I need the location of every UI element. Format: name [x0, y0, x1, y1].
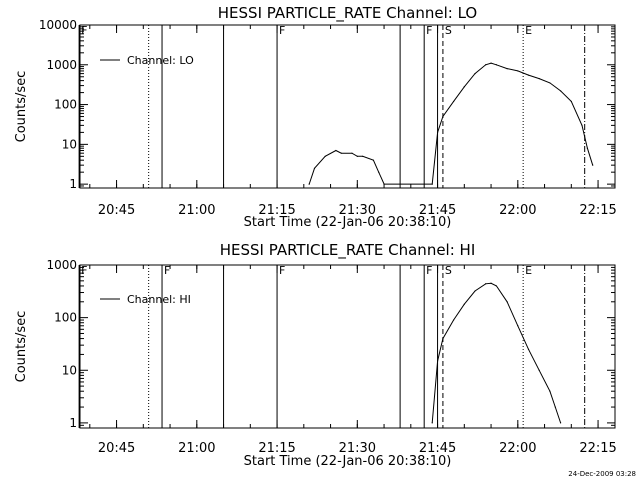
y-axis-label: Counts/sec: [14, 311, 29, 383]
data-point: [383, 183, 385, 185]
x-tick-label: 21:45: [419, 441, 456, 456]
data-point: [560, 90, 562, 92]
chart-lo: HESSI PARTICLE_RATE Channel: LO 20:45 21:0…: [14, 4, 617, 230]
y-tick-label: 10: [62, 363, 77, 377]
data-point: [586, 147, 588, 149]
data-point: [442, 115, 444, 118]
x-tick-label: 21:45: [419, 203, 456, 218]
y-tick-label: 10: [62, 137, 77, 151]
chart-title: HESSI PARTICLE_RATE Channel: HI: [220, 241, 476, 260]
data-point: [538, 77, 540, 80]
data-point: [538, 369, 540, 371]
x-tick-label: 21:15: [258, 441, 295, 456]
legend-label: Channel: LO: [127, 54, 194, 67]
data-point: [592, 164, 594, 166]
x-tick-label: 20:45: [98, 441, 135, 456]
data-point: [485, 64, 487, 66]
data-point: [490, 62, 492, 64]
data-point: [527, 348, 530, 350]
data-point: [431, 422, 433, 424]
data-point: [570, 100, 572, 103]
series-line: [308, 62, 594, 185]
marker-label: F: [81, 24, 87, 37]
data-point: [485, 283, 487, 285]
x-tick-label: 21:15: [258, 203, 295, 218]
legend-label: Channel: HI: [127, 293, 191, 306]
footer-timestamp: 24-Dec-2009 03:28: [568, 470, 636, 478]
data-point: [313, 167, 316, 169]
data-point: [436, 360, 439, 362]
data-point: [549, 82, 551, 84]
chart-hi: HESSI PARTICLE_RATE Channel: HI 20:45 21:0…: [14, 241, 617, 469]
data-point: [351, 152, 353, 154]
y-tick-label: 1: [69, 416, 77, 430]
data-point: [372, 159, 374, 161]
data-point: [340, 152, 342, 154]
data-point: [474, 73, 476, 75]
data-point: [549, 390, 551, 392]
data-point: [474, 290, 476, 292]
y-tick-label: 10000: [39, 18, 77, 32]
plot-frame: [79, 24, 616, 189]
data-point: [506, 301, 508, 303]
data-point: [431, 183, 433, 185]
marker-label: S: [445, 264, 452, 277]
marker-label: F: [426, 264, 432, 277]
data-point: [453, 319, 455, 321]
y-tick-label: 1000: [46, 258, 77, 272]
marker-label: F: [426, 24, 432, 37]
data-point: [506, 68, 508, 70]
data-point: [442, 337, 444, 340]
data-point: [378, 171, 380, 173]
marker-label: F: [279, 24, 285, 37]
x-tick-label: 21:00: [178, 441, 215, 456]
x-tick-label: 20:45: [98, 203, 135, 218]
y-tick-label: 100: [54, 98, 77, 112]
marker-label: F: [164, 264, 170, 277]
data-point: [356, 155, 358, 157]
y-tick-label: 1000: [46, 58, 77, 72]
data-point: [495, 64, 498, 66]
marker-label: F: [279, 264, 285, 277]
data-point: [560, 422, 562, 424]
x-axis-label: Start Time (22-Jan-06 20:38:10): [244, 215, 452, 230]
series-line: [431, 282, 562, 424]
data-point: [324, 155, 326, 157]
x-tick-label: 21:30: [339, 203, 376, 218]
x-tick-label: 22:15: [579, 441, 616, 456]
data-point: [581, 124, 583, 126]
data-point: [490, 282, 492, 284]
x-tick-label: 22:15: [579, 203, 616, 218]
y-axis-label: Counts/sec: [14, 71, 29, 143]
data-point: [436, 131, 439, 133]
marker-label: E: [525, 24, 532, 37]
data-point: [554, 406, 556, 408]
x-tick-label: 21:00: [178, 203, 215, 218]
marker-label: F: [81, 264, 87, 277]
data-point: [335, 149, 337, 152]
marker-label: S: [445, 24, 452, 37]
data-point: [453, 100, 455, 103]
data-point: [463, 86, 465, 88]
data-point: [495, 285, 498, 287]
data-point: [463, 303, 465, 305]
data-point: [527, 74, 530, 76]
y-tick-label: 1: [69, 177, 77, 191]
plot-frame: [79, 264, 616, 429]
x-tick-label: 21:30: [339, 441, 376, 456]
x-tick-label: 22:00: [499, 441, 536, 456]
x-tick-label: 22:00: [499, 203, 536, 218]
chart-title: HESSI PARTICLE_RATE Channel: LO: [218, 4, 477, 23]
y-tick-label: 100: [54, 311, 77, 325]
data-point: [362, 155, 364, 157]
x-axis-label: Start Time (22-Jan-06 20:38:10): [244, 454, 452, 469]
marker-label: E: [525, 264, 532, 277]
data-point: [517, 70, 519, 72]
data-point: [308, 183, 310, 185]
data-point: [517, 325, 519, 327]
